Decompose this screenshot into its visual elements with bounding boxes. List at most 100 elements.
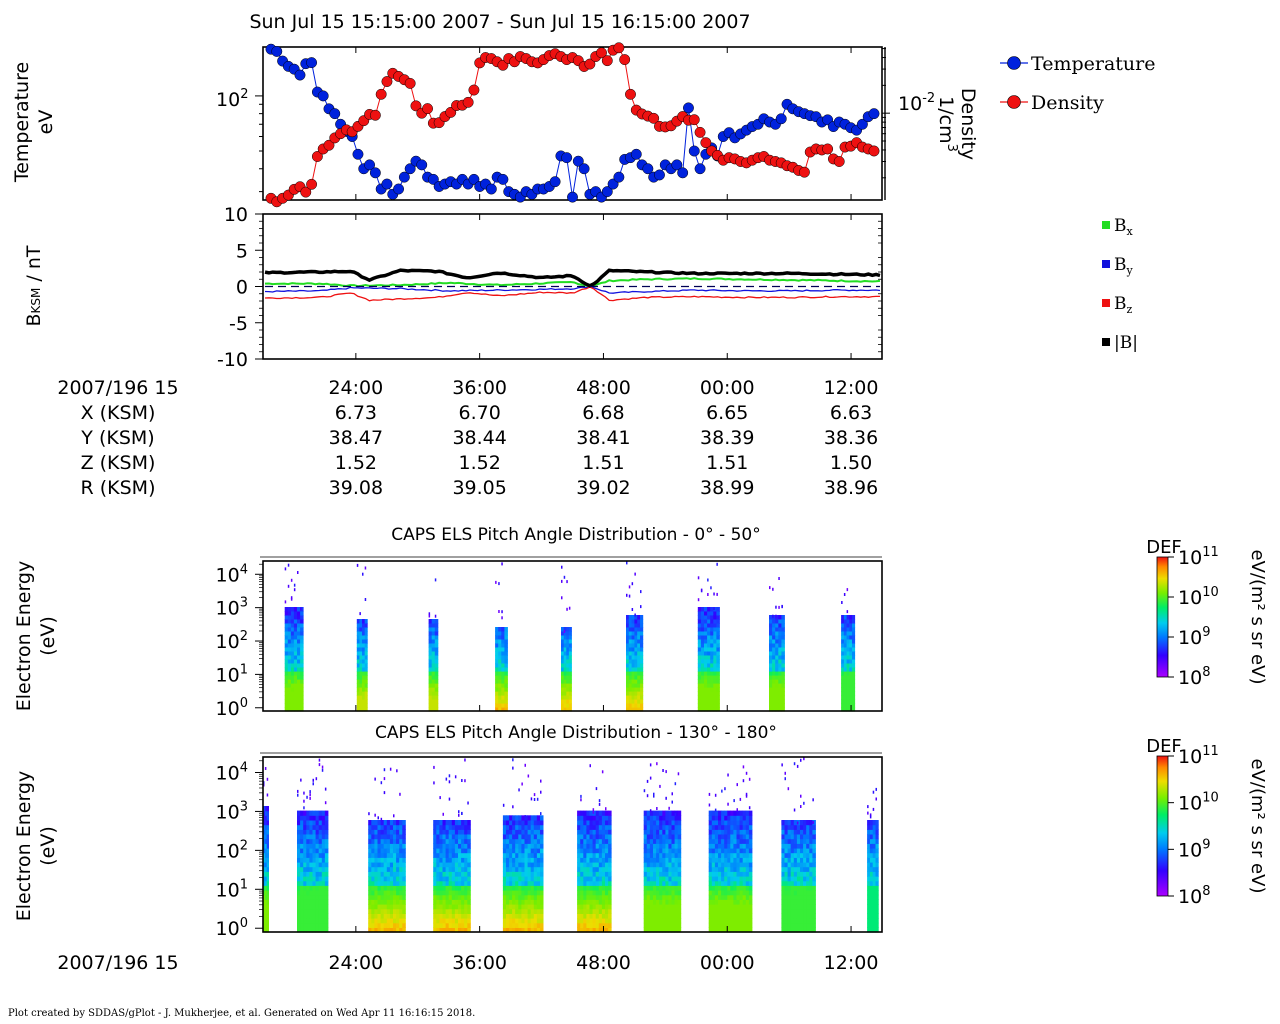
spectrogram-cell [626, 691, 630, 696]
spectrogram-cell [643, 880, 648, 886]
spectrogram-cell [778, 671, 782, 676]
spectrogram-cell [300, 843, 304, 849]
spectrogram-cell [674, 871, 679, 877]
spectrogram-speckle [540, 812, 542, 816]
spectrogram-cell [318, 824, 323, 830]
spectrogram-cell [563, 699, 567, 704]
spectrogram-cell [264, 894, 268, 900]
spectrogram-cell [809, 871, 813, 877]
spectrogram-cell [566, 699, 570, 704]
spectrogram-cell [380, 894, 385, 900]
spectrogram-cell [700, 683, 705, 688]
spectrogram-cell [586, 815, 590, 821]
spectrogram-cell [656, 894, 660, 900]
spectrogram-cell [784, 918, 788, 924]
spectrogram-cell [662, 838, 666, 844]
spectrogram-cell [659, 838, 663, 844]
spectrogram-cell [467, 848, 471, 854]
spectrogram-cell [711, 908, 716, 914]
spectrogram-cell [707, 635, 711, 640]
spectrogram-speckle [745, 771, 748, 775]
spectrogram-speckle [697, 576, 700, 580]
spectrogram-cell [724, 890, 728, 896]
spectrogram-cell [568, 627, 572, 632]
spectrogram-cell [383, 918, 388, 924]
spectrogram-cell [530, 885, 535, 891]
spectrogram-cell [371, 862, 375, 868]
spectrogram-cell [495, 663, 499, 668]
spectrogram-cell [297, 908, 301, 914]
spectrogram-cell [563, 659, 567, 664]
spectrogram-cell [530, 880, 535, 886]
spectrogram-cell [464, 871, 468, 877]
spectrogram-cell [812, 876, 816, 882]
spectrogram-cell [668, 880, 672, 886]
spectrogram-cell [605, 824, 609, 830]
spectrogram-cell [598, 852, 603, 858]
spectrogram-cell [454, 871, 459, 877]
spectrogram-cell [386, 894, 391, 900]
spectrogram-cell [377, 927, 381, 933]
spectrogram-cell [524, 843, 528, 849]
spectrogram-cell [433, 829, 437, 835]
spectrogram-cell [671, 829, 675, 835]
spectrogram-cell [293, 635, 298, 640]
spectrogram-cell [640, 687, 644, 692]
spectrogram-cell [263, 927, 266, 933]
spectrogram-cell [386, 899, 391, 905]
spectrogram-cell [668, 834, 672, 840]
density-point [619, 54, 631, 66]
spectrogram-cell [561, 671, 564, 676]
spectrogram-cell [704, 611, 708, 616]
spectrogram-cell [659, 927, 663, 933]
spectrogram-cell [374, 848, 378, 854]
spectrogram-cell [359, 675, 363, 680]
spectrogram-cell [589, 834, 593, 840]
spectrogram-cell [718, 885, 722, 891]
spectrogram-speckle [364, 598, 367, 601]
spectrogram-cell [364, 663, 368, 668]
spectrogram-cell [300, 687, 304, 692]
spectrogram-cell [697, 667, 702, 672]
spectrogram-cell [377, 918, 381, 924]
spectrogram-cell [389, 922, 394, 928]
spectrogram-cell [733, 894, 737, 900]
spectrogram-cell [428, 691, 433, 696]
spectrogram-cell [809, 890, 813, 896]
spectrogram-speckle [800, 794, 802, 798]
spectrogram-cell [637, 635, 641, 640]
energy-tick-label: 102 [216, 838, 248, 862]
spectrogram-cell [303, 927, 307, 933]
spectrogram-cell [533, 913, 538, 919]
spectrogram-cell [875, 922, 879, 928]
spectrogram-cell [297, 639, 301, 644]
spectrogram-cell [371, 918, 375, 924]
spectrogram-cell [605, 899, 609, 905]
spectrogram-cell [592, 866, 597, 872]
spectrogram-cell [736, 904, 740, 910]
spectrogram-cell [287, 631, 292, 636]
spectrogram-burst [643, 762, 682, 933]
spectrogram-cell [434, 663, 439, 668]
spectrogram-cell [303, 922, 307, 928]
spectrogram-cell [362, 623, 365, 628]
spectrogram-cell [601, 848, 606, 854]
spectrogram-cell [656, 876, 660, 882]
spectrogram-cell [583, 852, 587, 858]
spectrogram-cell [389, 880, 394, 886]
spectrogram-cell [869, 843, 874, 849]
spectrogram-cell [643, 899, 648, 905]
spectrogram-cell [631, 691, 635, 696]
spectrogram-speckle [512, 766, 514, 770]
spectrogram-cell [674, 829, 679, 835]
spectrogram-cell [501, 679, 505, 684]
orbit-cell: 24:00 [328, 377, 383, 399]
spectrogram-cell [849, 651, 853, 656]
spectrogram-cell [806, 876, 810, 882]
spectrogram-cell [656, 890, 660, 896]
spectrogram-cell [781, 885, 785, 891]
spectrogram-cell [300, 611, 304, 616]
spectrogram-cell [608, 848, 612, 854]
spectrogram-cell [371, 857, 375, 863]
spectrogram-cell [380, 904, 385, 910]
